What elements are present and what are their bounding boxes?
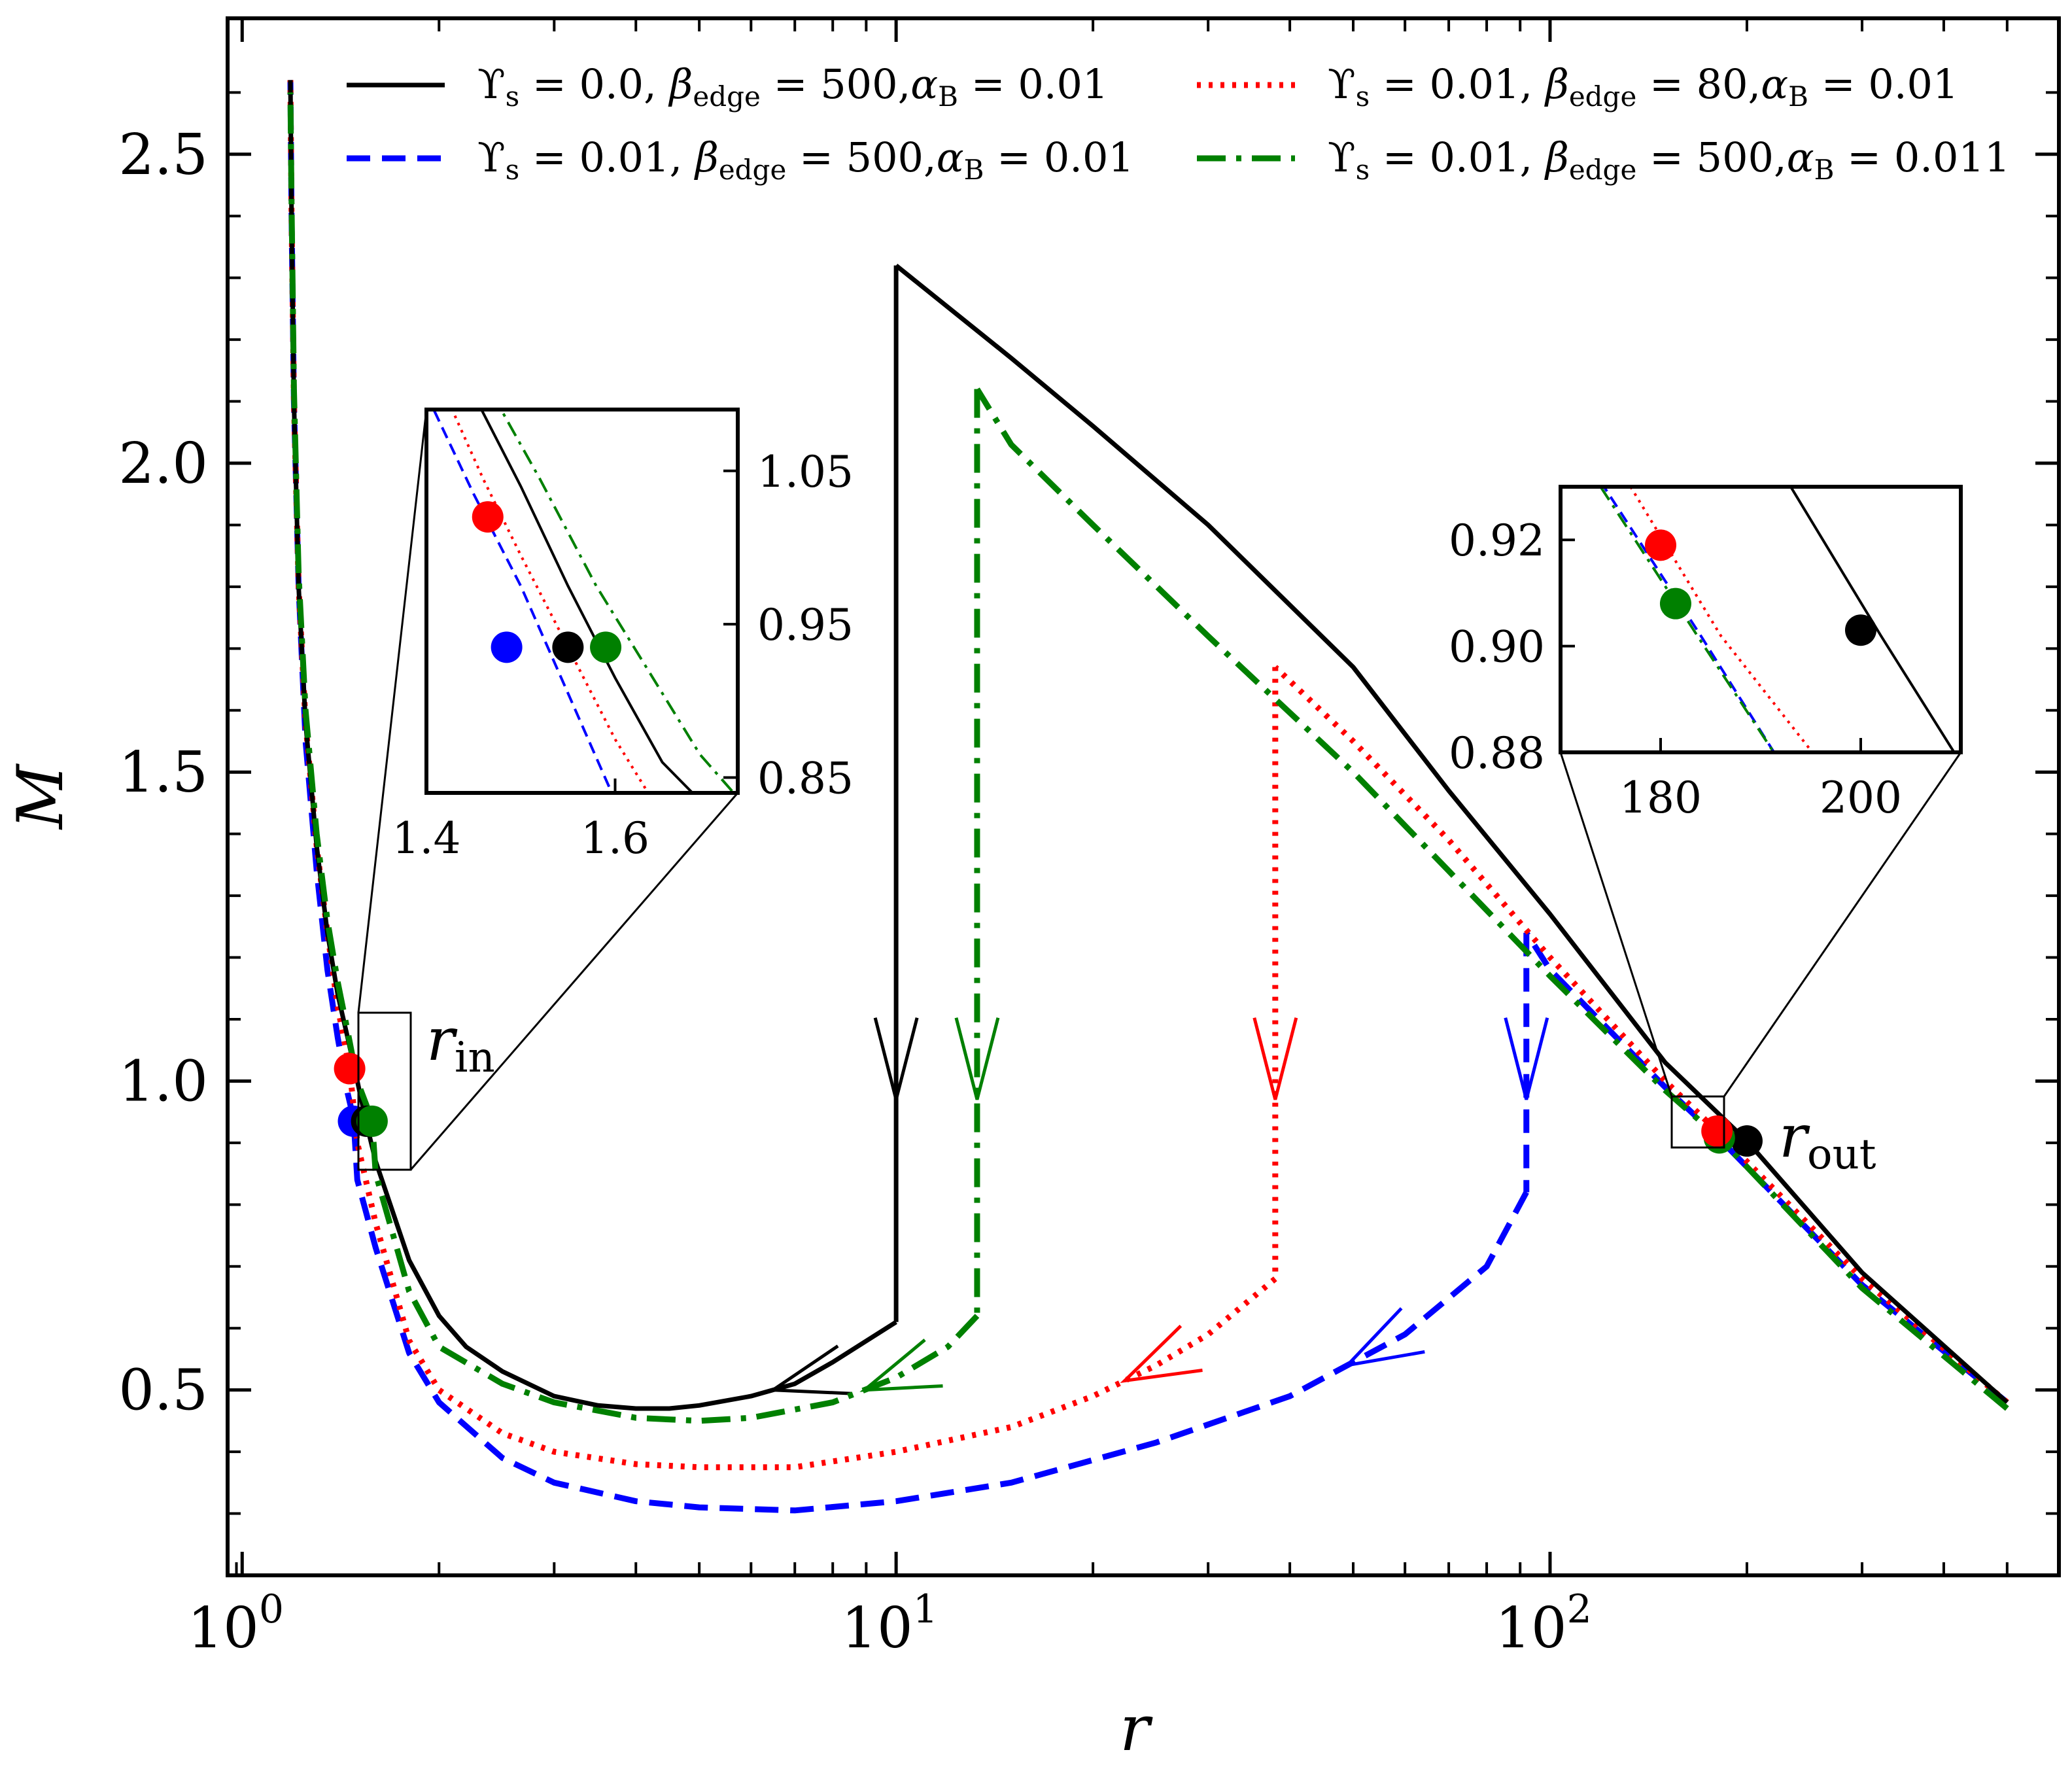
y-tick-label: 1.0 [118, 1049, 208, 1114]
svg-text:rout: rout [1779, 1102, 1876, 1179]
inset-curve-black [1789, 487, 1956, 752]
series-black-shock-arrow [873, 1017, 919, 1100]
inset-x-tick-label: 200 [1820, 773, 1902, 823]
series-green-shock-arrow [954, 1017, 1000, 1100]
y-tick-label: 0.5 [118, 1358, 208, 1424]
main-curves [287, 80, 2009, 1514]
zoom-box-right [1559, 752, 1962, 1149]
series-red [287, 80, 2009, 1471]
series-green [287, 92, 2009, 1424]
inset-sonic-point-red [472, 501, 504, 533]
legend-label: ϒs = 0.0, βedge = 500,αB = 0.01 [477, 60, 1108, 113]
inset-y-tick-label: 0.90 [1449, 622, 1545, 673]
inset-left: 1.4 1.6 1.05 0.95 0.85 [392, 408, 854, 864]
sonic-point-outer-red [1701, 1115, 1733, 1147]
series-blue-flow-arrow [1343, 1307, 1425, 1368]
inset-x-tick-label: 180 [1619, 773, 1702, 823]
x-tick-label: 102 [1495, 1586, 1592, 1661]
inset-curve-black [479, 410, 695, 793]
series-black-outer-branch [894, 264, 2009, 1405]
inset-curve-blue [432, 410, 613, 793]
series-red-shock-arrow [1252, 1017, 1298, 1100]
inset-sonic-point-blue [491, 631, 523, 663]
inset-x-tick-label: 1.6 [581, 813, 649, 864]
inset-sonic-point-green [590, 631, 622, 663]
inset-frame [1559, 485, 1963, 754]
r-in-label: rin [426, 1006, 495, 1082]
inset-curves [432, 410, 736, 793]
series-blue-shock-arrow [1504, 1017, 1549, 1100]
inset-sonic-point-black [1845, 614, 1876, 646]
series-green-inner-branch [287, 92, 980, 1424]
sonic-point-inner-red [334, 1053, 366, 1085]
legend-label: ϒs = 0.01, βedge = 500,αB = 0.01 [477, 133, 1134, 186]
sonic-point-inner-green [356, 1105, 388, 1137]
inset-y-tick-label: 0.95 [757, 600, 854, 650]
inset-curve-green [1599, 487, 1776, 752]
inset-x-tick-label: 1.4 [392, 813, 461, 864]
legend-entry-red: ϒs = 0.01, βedge = 80,αB = 0.01 [1197, 60, 1958, 113]
y-tick-label: 1.5 [118, 740, 208, 805]
x-tick-label: 100 [187, 1586, 284, 1661]
inset-y-tick-label: 0.88 [1449, 728, 1545, 779]
inset-sonic-point-red [1645, 529, 1676, 561]
svg-text:rin: rin [426, 1006, 495, 1082]
inset-curve-red [451, 410, 650, 793]
series-red-outer-branch [1273, 665, 2009, 1405]
legend: ϒs = 0.0, βedge = 500,αB = 0.01 ϒs = 0.01… [347, 60, 2010, 186]
r-out-label: rout [1779, 1102, 1876, 1179]
sonic-point-outer-black [1731, 1125, 1763, 1157]
series-red-flow-arrow [1120, 1324, 1203, 1383]
legend-label: ϒs = 0.01, βedge = 80,αB = 0.01 [1328, 60, 1958, 113]
series-green-outer-branch [975, 387, 2009, 1411]
legend-entry-green: ϒs = 0.01, βedge = 500,αB = 0.011 [1197, 133, 2010, 186]
inset-frame [424, 408, 740, 795]
zoom-box-left [357, 409, 739, 1171]
legend-entry-blue: ϒs = 0.01, βedge = 500,αB = 0.01 [347, 133, 1134, 186]
inset-y-tick-label: 0.92 [1449, 516, 1545, 566]
inset-sonic-point-black [552, 631, 584, 663]
inset-background [1561, 487, 1961, 752]
inset-y-tick-label: 1.05 [757, 447, 854, 497]
x-tick-label: 101 [841, 1586, 938, 1661]
y-tick-label: 2.5 [118, 122, 208, 188]
series-blue-outer-branch [1524, 931, 2009, 1405]
y-tick-label: 2.0 [118, 431, 208, 497]
inset-right: 180 200 0.92 0.90 0.88 [1449, 485, 1963, 823]
inset-background [426, 410, 738, 793]
inset-curves [1599, 487, 1956, 752]
legend-entry-black: ϒs = 0.0, βedge = 500,αB = 0.01 [347, 60, 1108, 113]
inset-sonic-point-green [1659, 587, 1691, 620]
legend-label: ϒs = 0.01, βedge = 500,αB = 0.011 [1328, 133, 2010, 186]
y-axis-label: M [4, 763, 77, 830]
inset-y-tick-label: 0.85 [757, 754, 854, 804]
plot-frame [226, 16, 2061, 1577]
series-green-flow-arrow [859, 1339, 943, 1392]
x-axis-label: r [1120, 1692, 1153, 1765]
inset-curve-green [499, 410, 736, 793]
axis-ticks: 100 101 102 0.5 1.0 1.5 2.0 2.5 [118, 18, 2060, 1661]
inset-curve-red [1629, 487, 1814, 752]
series-black-flow-arrow [768, 1344, 852, 1395]
